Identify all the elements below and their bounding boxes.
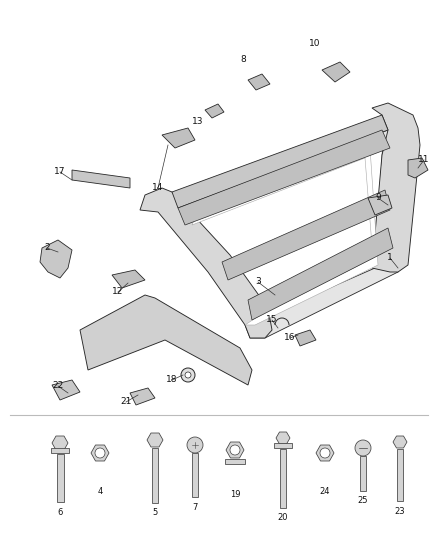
Polygon shape: [91, 445, 109, 461]
Bar: [192, 453, 198, 497]
Text: 3: 3: [255, 278, 261, 287]
Polygon shape: [130, 388, 155, 405]
Polygon shape: [276, 432, 290, 444]
Polygon shape: [175, 130, 398, 338]
Text: 13: 13: [192, 117, 204, 126]
Polygon shape: [52, 436, 68, 450]
Polygon shape: [248, 74, 270, 90]
Text: 22: 22: [53, 382, 64, 391]
Circle shape: [185, 372, 191, 378]
Text: 9: 9: [375, 193, 381, 203]
Text: 24: 24: [320, 487, 330, 496]
Text: 23: 23: [395, 507, 405, 516]
Text: 15: 15: [266, 316, 278, 325]
Polygon shape: [393, 436, 407, 448]
Polygon shape: [162, 128, 195, 148]
Text: 21: 21: [120, 398, 132, 407]
Polygon shape: [205, 104, 224, 118]
Polygon shape: [408, 158, 428, 178]
Circle shape: [355, 440, 371, 456]
Polygon shape: [248, 228, 393, 320]
Text: 16: 16: [284, 334, 296, 343]
Polygon shape: [52, 380, 80, 400]
Polygon shape: [147, 433, 163, 447]
Circle shape: [187, 437, 203, 453]
Text: 17: 17: [54, 167, 66, 176]
Bar: [225, 459, 245, 464]
Polygon shape: [372, 103, 420, 272]
Text: 12: 12: [112, 287, 124, 296]
Polygon shape: [112, 270, 145, 288]
Text: 4: 4: [97, 487, 102, 496]
Circle shape: [320, 448, 330, 458]
Text: 19: 19: [230, 490, 240, 499]
Bar: [274, 443, 292, 448]
Polygon shape: [40, 240, 72, 278]
Polygon shape: [368, 195, 392, 215]
Bar: [57, 454, 64, 502]
Bar: [51, 448, 69, 453]
Text: 11: 11: [418, 156, 430, 165]
Text: 20: 20: [278, 513, 288, 522]
Polygon shape: [172, 115, 388, 208]
Text: 6: 6: [57, 508, 63, 517]
Bar: [152, 448, 158, 503]
Polygon shape: [316, 445, 334, 461]
Text: 25: 25: [358, 496, 368, 505]
Bar: [280, 449, 286, 508]
Polygon shape: [80, 295, 252, 385]
Text: 10: 10: [309, 39, 321, 49]
Text: 5: 5: [152, 508, 158, 517]
Text: 18: 18: [166, 376, 178, 384]
Text: 14: 14: [152, 183, 164, 192]
Bar: [397, 449, 403, 501]
Polygon shape: [226, 442, 244, 458]
Text: 7: 7: [192, 503, 198, 512]
Text: 2: 2: [44, 244, 50, 253]
Polygon shape: [222, 190, 390, 280]
Circle shape: [181, 368, 195, 382]
Polygon shape: [178, 130, 390, 225]
Polygon shape: [322, 62, 350, 82]
Polygon shape: [140, 188, 272, 338]
Circle shape: [95, 448, 105, 458]
Bar: [360, 456, 366, 491]
Circle shape: [230, 445, 240, 455]
Polygon shape: [192, 148, 378, 325]
Polygon shape: [72, 170, 130, 188]
Polygon shape: [295, 330, 316, 346]
Text: 8: 8: [240, 55, 246, 64]
Text: 1: 1: [387, 254, 393, 262]
